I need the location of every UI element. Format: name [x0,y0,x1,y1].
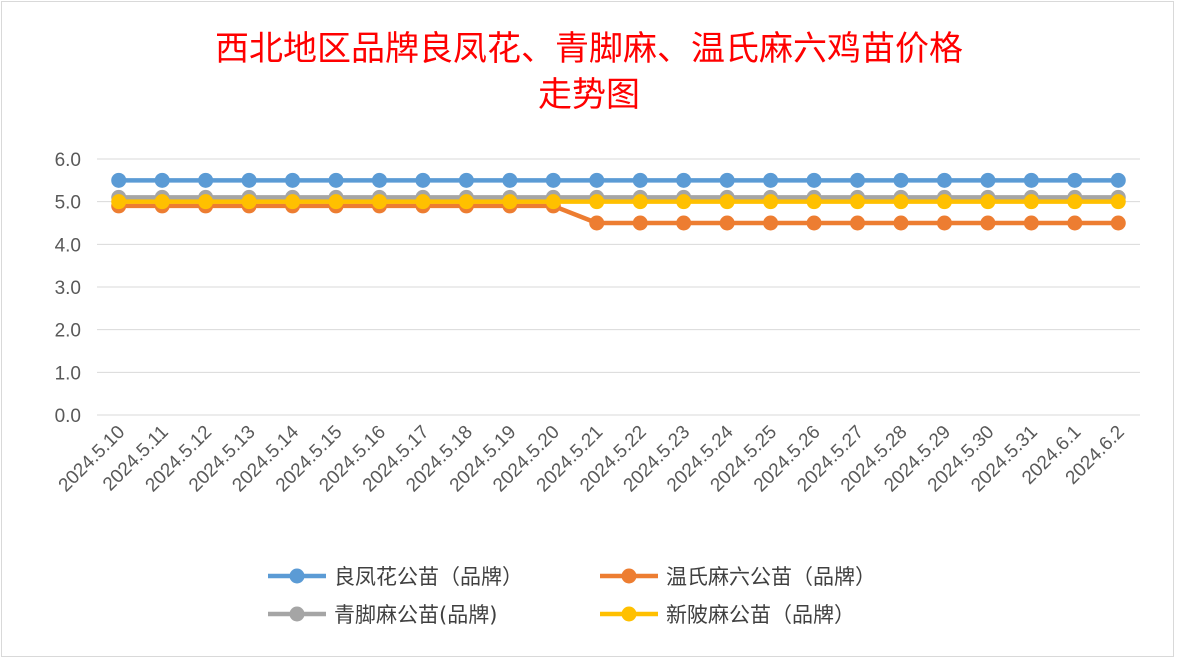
data-point [458,172,474,188]
data-point [676,194,692,210]
data-point [1110,172,1126,188]
chart-title: 西北地区品牌良凤花、青脚麻、温氏麻六鸡苗价格 走势图 [215,29,963,115]
y-tick-label: 4.0 [55,235,81,256]
data-point [328,172,344,188]
data-point [1110,215,1126,231]
y-tick-label: 2.0 [55,321,81,342]
y-tick-label: 1.0 [55,363,81,384]
data-point [285,194,301,210]
legend-swatch-marker [289,568,305,584]
data-point [1023,215,1039,231]
legend-item: 温氏麻六公苗（品牌） [600,565,876,589]
data-point [806,172,822,188]
data-point [111,172,127,188]
legend-swatch-marker [621,568,637,584]
series-4 [111,194,1126,210]
data-point [980,172,996,188]
data-point [893,194,909,210]
data-point [285,172,301,188]
data-point [589,172,605,188]
legend-swatch-marker [621,606,637,622]
legend: 良凤花公苗（品牌） 温氏麻六公苗（品牌） 青脚麻公苗(品牌) 新陂麻公苗（品牌） [268,565,876,627]
data-point [632,194,648,210]
data-point [980,215,996,231]
data-point [371,172,387,188]
data-point [763,194,779,210]
data-point [1110,194,1126,210]
data-point [763,215,779,231]
data-point [241,194,257,210]
data-point [371,194,387,210]
legend-item: 良凤花公苗（品牌） [268,565,523,589]
data-point [632,172,648,188]
data-point [1067,172,1083,188]
y-axis-ticks: 0.0 1.0 2.0 3.0 4.0 5.0 6.0 [55,150,81,427]
data-point [806,194,822,210]
data-point [719,215,735,231]
data-point [198,194,214,210]
chart-title-line-2: 走势图 [538,75,640,115]
legend-label: 良凤花公苗（品牌） [334,565,523,589]
y-tick-label: 6.0 [55,150,81,171]
data-point [241,172,257,188]
data-point [719,172,735,188]
legend-label: 新陂麻公苗（品牌） [666,603,855,627]
legend-label: 温氏麻六公苗（品牌） [666,565,876,589]
data-point [1067,215,1083,231]
data-point [198,172,214,188]
legend-swatch-marker [289,606,305,622]
data-point [502,172,518,188]
data-point [850,194,866,210]
data-point [893,215,909,231]
legend-label: 青脚麻公苗(品牌) [334,603,497,627]
plot-area [111,172,1126,231]
data-point [545,194,561,210]
data-point [763,172,779,188]
data-point [589,194,605,210]
data-point [458,194,474,210]
data-point [980,194,996,210]
data-point [545,172,561,188]
y-tick-label: 5.0 [55,193,81,214]
series-1 [111,172,1126,188]
data-point [893,172,909,188]
data-point [936,194,952,210]
data-point [1067,194,1083,210]
legend-item: 青脚麻公苗(品牌) [268,603,497,627]
y-tick-label: 0.0 [55,406,81,427]
data-point [806,215,822,231]
data-point [936,215,952,231]
chart-title-line-1: 西北地区品牌良凤花、青脚麻、温氏麻六鸡苗价格 [215,29,963,69]
data-point [415,172,431,188]
data-point [719,194,735,210]
data-point [154,172,170,188]
data-point [850,215,866,231]
data-point [328,194,344,210]
data-point [936,172,952,188]
data-point [111,194,127,210]
data-point [632,215,648,231]
data-point [415,194,431,210]
data-point [676,172,692,188]
data-point [1023,172,1039,188]
data-point [502,194,518,210]
data-point [154,194,170,210]
data-point [589,215,605,231]
data-point [850,172,866,188]
data-point [1023,194,1039,210]
data-point [676,215,692,231]
legend-item: 新陂麻公苗（品牌） [600,603,855,627]
y-tick-label: 3.0 [55,278,81,299]
